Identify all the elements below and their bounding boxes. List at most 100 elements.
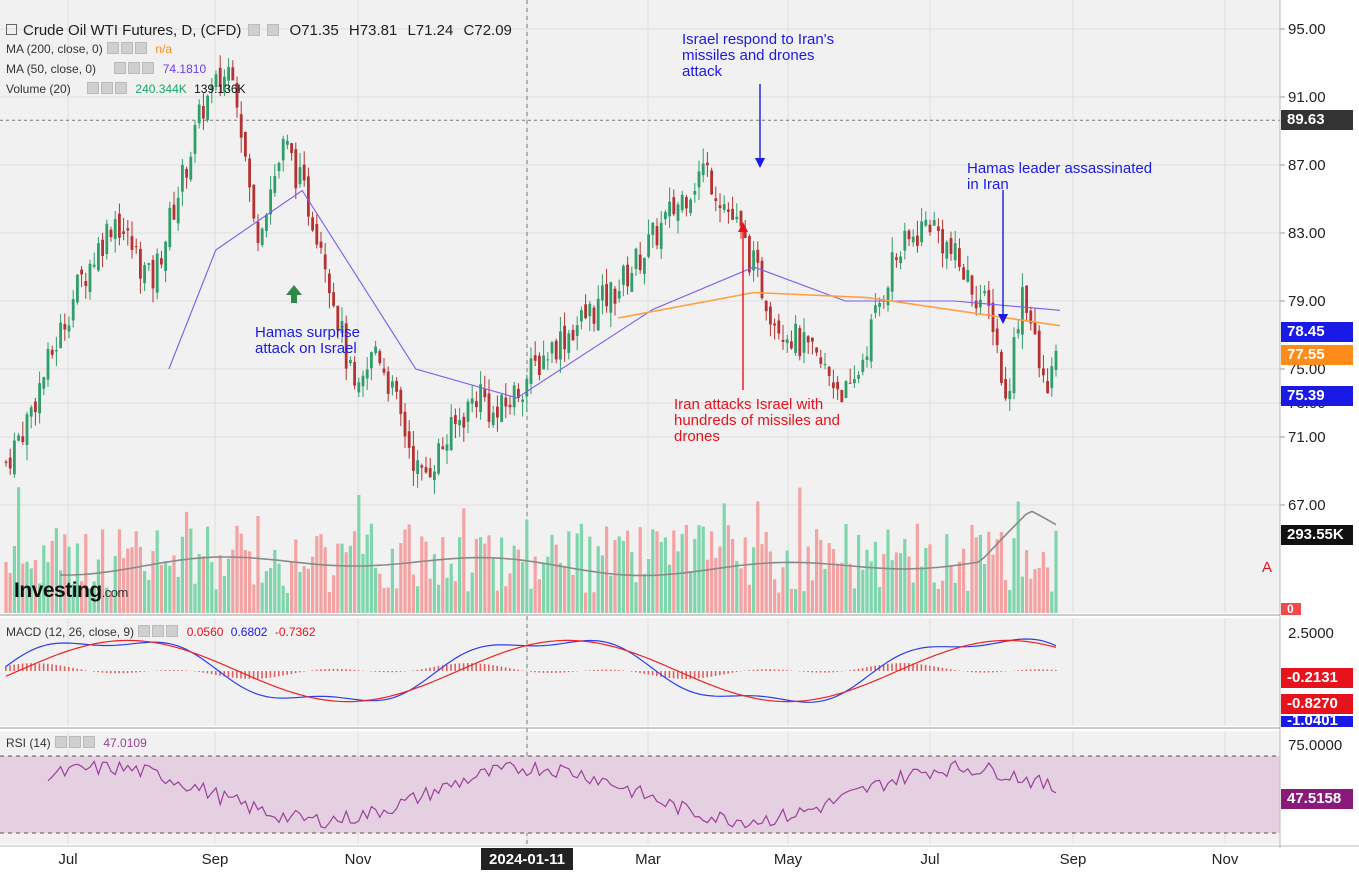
candle-body bbox=[743, 230, 747, 238]
candle-body bbox=[559, 331, 562, 360]
macd-hist-bar bbox=[882, 664, 885, 671]
macd-hist-bar bbox=[252, 671, 255, 679]
macd-legend[interactable]: MACD (12, 26, close, 9) 0.0560 0.6802 -0… bbox=[6, 625, 316, 639]
volume-bar bbox=[907, 556, 911, 613]
candle-body bbox=[42, 377, 46, 389]
candle-body bbox=[143, 265, 146, 284]
eye-icon[interactable] bbox=[55, 736, 68, 748]
volume-bar bbox=[105, 587, 109, 613]
alert-marker[interactable]: A bbox=[1262, 559, 1273, 576]
volume-bar bbox=[810, 580, 814, 613]
volume-bar bbox=[1016, 501, 1020, 613]
macd-hist-bar bbox=[471, 663, 473, 671]
volume-bar bbox=[214, 589, 218, 613]
macd-hist-bar bbox=[441, 665, 444, 671]
candle-body bbox=[487, 393, 491, 422]
candle-body bbox=[248, 158, 251, 188]
close-icon[interactable] bbox=[142, 62, 155, 74]
collapse-icon[interactable] bbox=[6, 24, 17, 35]
volume-bar bbox=[558, 562, 562, 613]
gear-icon[interactable] bbox=[267, 24, 280, 36]
volume-bar bbox=[773, 579, 777, 613]
macd-hist-bar bbox=[538, 671, 540, 673]
candle-body bbox=[693, 190, 697, 195]
gear-icon[interactable] bbox=[128, 62, 141, 74]
macd-hist-bar bbox=[908, 663, 910, 671]
logo-suffix: .com bbox=[101, 585, 129, 600]
volume-bar bbox=[256, 516, 260, 613]
volume-bar bbox=[542, 563, 546, 613]
candle-body bbox=[475, 401, 478, 408]
candle-body bbox=[533, 355, 537, 361]
ma200-legend[interactable]: MA (200, close, 0) n/a bbox=[6, 42, 172, 56]
volume-bar bbox=[424, 541, 428, 613]
candle-body bbox=[420, 465, 424, 468]
rsi-legend[interactable]: RSI (14) 47.0109 bbox=[6, 736, 147, 750]
macd-hist-bar bbox=[828, 671, 830, 673]
volume-bar bbox=[1025, 550, 1029, 613]
volume-bar bbox=[718, 546, 722, 613]
candle-body bbox=[596, 298, 600, 331]
time-label: May bbox=[774, 851, 803, 868]
volume-bar bbox=[113, 556, 117, 613]
volume-bar bbox=[63, 534, 67, 613]
volume-bar bbox=[794, 588, 798, 613]
volume-bar bbox=[953, 582, 957, 613]
macd-hist-bar bbox=[735, 671, 738, 673]
close-icon[interactable] bbox=[83, 736, 96, 748]
macd-hist-bar bbox=[286, 671, 288, 675]
macd-hist-bar bbox=[13, 664, 15, 671]
macd-hist-bar bbox=[320, 669, 322, 671]
eye-icon[interactable] bbox=[107, 42, 120, 54]
gear-icon[interactable] bbox=[152, 625, 165, 637]
volume-bar bbox=[369, 523, 373, 613]
macd-hist-bar bbox=[173, 669, 175, 671]
candle-body bbox=[391, 381, 394, 388]
ma50-legend[interactable]: MA (50, close, 0) 74.1810 bbox=[6, 62, 206, 76]
candle-body bbox=[886, 287, 890, 306]
candle-body bbox=[794, 323, 797, 354]
macd-hist-bar bbox=[887, 663, 889, 671]
gear-icon[interactable] bbox=[69, 736, 82, 748]
volume-bar bbox=[995, 539, 999, 613]
candle-body bbox=[277, 162, 281, 172]
candle-body bbox=[315, 223, 319, 245]
macd-hist-bar bbox=[42, 663, 45, 671]
grid-lines bbox=[0, 0, 1280, 844]
volume-bar bbox=[613, 540, 617, 613]
volume-bar bbox=[432, 554, 436, 613]
volume-bar bbox=[516, 549, 520, 613]
gear-icon[interactable] bbox=[121, 42, 134, 54]
candle-body bbox=[966, 270, 970, 282]
close-icon[interactable] bbox=[166, 625, 179, 637]
close-icon[interactable] bbox=[115, 82, 128, 94]
macd-hist-bar bbox=[198, 671, 200, 673]
candle-body bbox=[181, 164, 184, 192]
candle-body bbox=[88, 263, 92, 293]
candle-body bbox=[529, 358, 533, 384]
price-pane[interactable] bbox=[0, 0, 1280, 613]
candle-body bbox=[328, 273, 331, 294]
eye-icon[interactable] bbox=[114, 62, 127, 74]
settings-icon[interactable] bbox=[248, 24, 261, 36]
macd-hist-bar bbox=[315, 669, 318, 671]
badge-ma200: 77.55 bbox=[1281, 345, 1353, 365]
gear-icon[interactable] bbox=[101, 82, 114, 94]
close-icon[interactable] bbox=[135, 42, 148, 54]
macd-hist-bar bbox=[660, 671, 662, 677]
arrow-head-israel-respond bbox=[755, 158, 765, 168]
candle-body bbox=[731, 208, 734, 220]
volume-bar bbox=[1020, 576, 1024, 613]
macd-hist-bar bbox=[76, 668, 78, 671]
volume-legend[interactable]: Volume (20) 240.344K 139.136K bbox=[6, 82, 246, 96]
eye-icon[interactable] bbox=[138, 625, 151, 637]
candle-body bbox=[172, 204, 176, 220]
eye-icon[interactable] bbox=[87, 82, 100, 94]
candle-body bbox=[1033, 321, 1037, 335]
macd-hist-bar bbox=[231, 671, 234, 678]
volume-bar bbox=[109, 590, 113, 613]
macd-hist-bar bbox=[126, 671, 129, 674]
logo-text: Investing bbox=[14, 579, 102, 602]
candle-body bbox=[433, 471, 436, 481]
